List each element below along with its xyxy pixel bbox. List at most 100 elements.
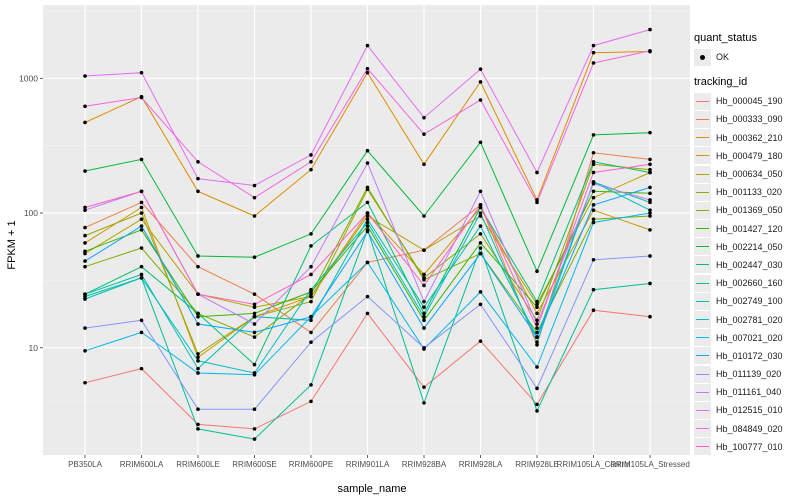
data-point: [139, 276, 144, 280]
data-point: [422, 314, 426, 319]
data-point: [478, 224, 483, 228]
legend-key: [694, 165, 711, 183]
data-point: [648, 198, 652, 202]
data-point: [309, 330, 313, 335]
data-point: [478, 98, 483, 102]
data-point: [139, 95, 144, 100]
legend-key: [694, 147, 711, 165]
y-tick-label: 10: [29, 343, 39, 353]
x-tick-label: RRIM928LA: [459, 460, 503, 469]
data-point: [535, 386, 539, 391]
legend-label: Hb_084849_020: [716, 423, 783, 434]
line-swatch: [696, 355, 709, 357]
data-point: [252, 373, 257, 377]
data-point: [365, 220, 370, 225]
legend-key: [694, 129, 711, 147]
data-point: [196, 189, 200, 194]
data-point: [478, 67, 483, 71]
data-point: [252, 314, 257, 319]
legend-key: [694, 365, 711, 383]
data-point: [365, 211, 370, 215]
data-point: [648, 49, 652, 53]
data-point: [139, 366, 144, 371]
data-point: [309, 167, 313, 172]
legend-item: Hb_002214_050: [694, 238, 798, 256]
data-point: [478, 339, 483, 343]
grid-lines: [43, 5, 690, 455]
data-point: [591, 181, 596, 186]
x-tick-label: RRIM928LE: [515, 460, 559, 469]
legend-item: Hb_002749_100: [694, 292, 798, 310]
data-point: [196, 359, 200, 363]
data-point: [309, 264, 313, 269]
data-point: [252, 427, 257, 431]
data-point: [591, 162, 596, 167]
data-point: [591, 50, 596, 55]
line-swatch: [696, 155, 709, 157]
legend-label: Hb_002660_160: [716, 278, 783, 289]
data-point: [139, 200, 144, 205]
y-tick-label: 100: [24, 208, 38, 218]
data-point: [365, 217, 370, 222]
data-point: [196, 352, 200, 356]
data-point: [422, 283, 426, 288]
data-point: [422, 318, 426, 323]
data-point: [309, 232, 313, 236]
data-point: [422, 401, 426, 405]
x-axis: PB350LA RRIM600LA RRIM600LE RRIM600SE RRIM60…: [68, 455, 690, 469]
data-point: [365, 70, 370, 75]
data-point: [196, 176, 200, 181]
data-point: [139, 224, 144, 228]
legend-label: OK: [716, 52, 730, 63]
data-point: [648, 211, 652, 215]
data-point: [422, 305, 426, 310]
data-point: [252, 335, 257, 339]
data-point: [196, 407, 200, 411]
data-point: [478, 205, 483, 210]
line-swatch: [696, 246, 709, 248]
data-point: [591, 150, 596, 155]
legend-item: Hb_100777_010: [694, 438, 798, 456]
legend-point-entries: OK: [694, 48, 798, 66]
data-point: [535, 335, 539, 339]
legend-key: [694, 401, 711, 419]
data-point: [139, 157, 144, 162]
legend-item: Hb_000634_050: [694, 165, 798, 183]
x-axis-label: sample_name: [337, 483, 406, 495]
legend-item: Hb_002781_020: [694, 310, 798, 329]
legend-label: Hb_011139_020: [716, 369, 782, 380]
x-tick-label: RRIM600PE: [289, 460, 333, 469]
data-point: [648, 254, 652, 258]
data-point: [196, 422, 200, 427]
data-point: [139, 205, 144, 210]
data-point: [252, 330, 257, 335]
line-swatch: [696, 373, 709, 375]
data-point: [196, 160, 200, 164]
line-swatch: [696, 191, 709, 193]
data-point: [478, 290, 483, 294]
line-swatch: [696, 319, 709, 321]
legend-item: Hb_011161_040: [694, 383, 798, 401]
data-point: [535, 365, 539, 369]
data-point: [365, 294, 370, 299]
data-point: [478, 241, 483, 245]
legend-item: Hb_000362_210: [694, 129, 798, 147]
data-point: [252, 255, 257, 260]
legend-label: Hb_000362_210: [716, 132, 783, 143]
legend-key: [694, 48, 711, 66]
data-point: [648, 162, 652, 167]
data-point: [535, 409, 539, 413]
data-point: [139, 217, 144, 222]
data-point: [196, 355, 200, 360]
data-point: [139, 318, 144, 323]
legend-item: Hb_001427_120: [694, 220, 798, 238]
legend-label: Hb_100777_010: [716, 441, 783, 452]
data-point: [309, 399, 313, 404]
data-point: [478, 232, 483, 236]
data-point: [139, 246, 144, 250]
data-point: [648, 157, 652, 162]
data-point: [535, 302, 539, 307]
data-point: [83, 348, 87, 353]
data-point: [309, 340, 313, 344]
data-point: [535, 170, 539, 175]
